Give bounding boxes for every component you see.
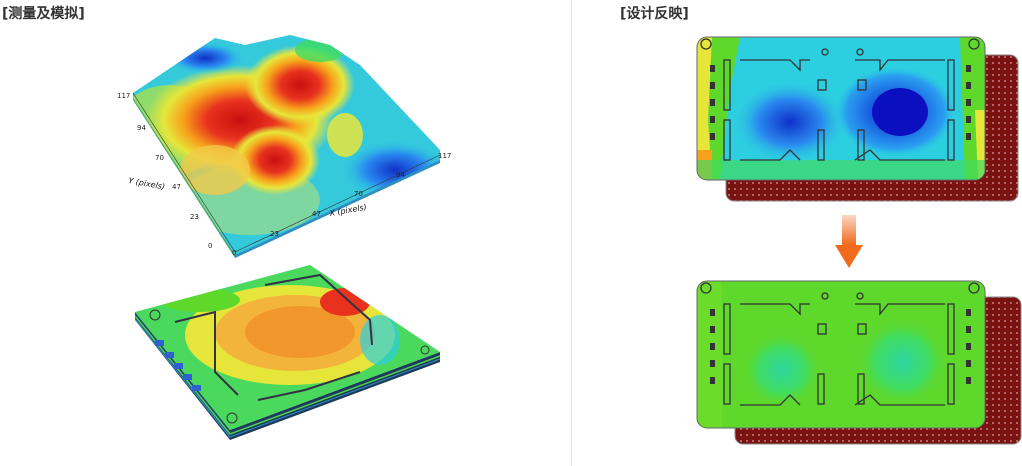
pcb-after-traces — [700, 282, 980, 406]
pcb-after-pads — [710, 309, 971, 384]
y-axis-ticks: 117 94 70 47 23 0 — [117, 92, 212, 250]
x-tick-94: 94 — [396, 171, 405, 179]
y-axis-label: Y (pixels) — [128, 176, 166, 191]
x-tick-70: 70 — [354, 190, 363, 198]
x-tick-0: 0 — [232, 249, 236, 257]
x-tick-47: 47 — [312, 210, 321, 218]
pcb-before-traces — [700, 38, 980, 161]
surface-plot — [132, 35, 441, 258]
panel-divider — [571, 0, 572, 466]
right-section-title: [设计反映] — [620, 6, 689, 22]
y-tick-117: 117 — [117, 92, 130, 100]
left-section-title: [测量及模拟] — [2, 6, 85, 22]
pcb-before-pads — [710, 65, 971, 140]
y-tick-47: 47 — [172, 183, 181, 191]
x-tick-117: 117 — [438, 152, 451, 160]
down-arrow-icon — [835, 215, 863, 268]
x-tick-23: 23 — [270, 230, 279, 238]
surface-heatmap — [133, 35, 440, 255]
y-tick-70: 70 — [155, 154, 164, 162]
y-tick-94: 94 — [137, 124, 146, 132]
x-axis-ticks: 0 23 47 70 94 117 — [232, 152, 451, 257]
y-tick-23: 23 — [190, 213, 199, 221]
pcb-before — [696, 36, 1019, 202]
pcb-after-heatmap — [697, 281, 985, 428]
pcb-after — [696, 280, 1022, 445]
pcb-before-heatmap — [697, 37, 985, 180]
y-tick-0: 0 — [208, 242, 212, 250]
chip-package — [134, 265, 441, 440]
